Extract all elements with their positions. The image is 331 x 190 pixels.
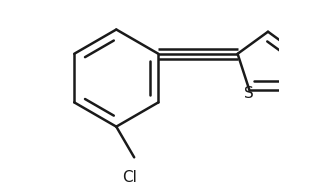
Text: Cl: Cl (121, 170, 136, 185)
Text: S: S (244, 86, 254, 101)
